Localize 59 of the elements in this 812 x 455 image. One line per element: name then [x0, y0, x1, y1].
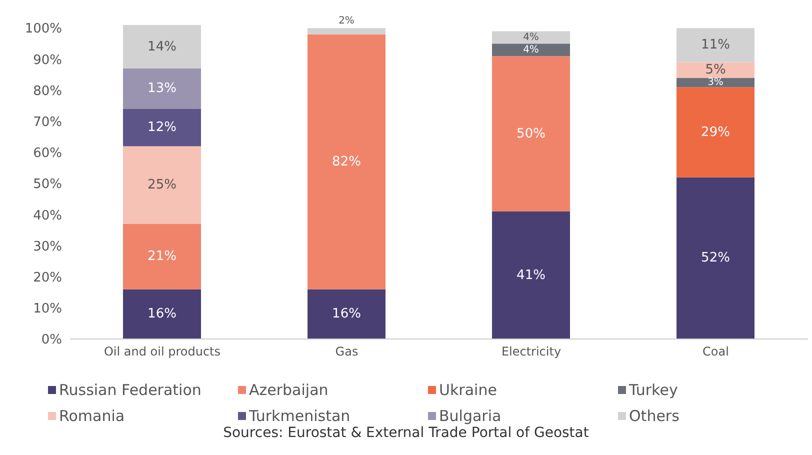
bar: [676, 28, 754, 62]
data-label: 16%: [332, 306, 361, 322]
bar: [123, 25, 201, 69]
bar: [123, 108, 201, 146]
bar: [492, 212, 570, 339]
bar: [676, 62, 754, 78]
source-note: Sources: Eurostat & External Trade Portal of Geostat: [222, 425, 590, 441]
y-tick-label: 80%: [33, 84, 62, 99]
bar: [308, 28, 386, 34]
legend-label: Others: [629, 407, 680, 425]
data-label: 13%: [148, 81, 176, 96]
data-label: 5%: [705, 62, 726, 78]
data-label: 50%: [516, 126, 546, 142]
bar: [676, 87, 754, 178]
legend-label: Romania: [59, 407, 125, 425]
x-tick-label: Gas: [335, 344, 358, 359]
legend-label: Azerbaijan: [249, 381, 328, 399]
x-tick-label: Oil and oil products: [104, 344, 221, 359]
bar: [308, 34, 386, 290]
data-label: 29%: [701, 124, 730, 140]
data-label: 11%: [701, 38, 730, 53]
data-label: 52%: [701, 250, 730, 266]
data-label: 2%: [338, 16, 354, 27]
data-label: 12%: [148, 120, 176, 136]
legend-label: Turkey: [629, 381, 678, 399]
legend-label: Turkmenistan: [249, 407, 350, 425]
y-tick-label: 60%: [33, 146, 62, 162]
bar: [123, 289, 201, 339]
data-label: 4%: [523, 44, 539, 56]
y-tick-label: 20%: [33, 270, 62, 286]
data-label: 14%: [148, 39, 176, 54]
bar: [492, 56, 570, 212]
x-tick-label: Coal: [702, 344, 729, 359]
y-tick-label: 70%: [33, 114, 62, 130]
bar: [123, 146, 201, 224]
data-label: 16%: [148, 306, 176, 322]
data-label: 21%: [148, 249, 176, 264]
y-tick-label: 40%: [33, 208, 62, 224]
bar: [308, 289, 386, 339]
bar: [123, 68, 201, 109]
bar: [492, 44, 570, 56]
legend-label: Ukraine: [439, 381, 497, 399]
bar: [123, 224, 201, 290]
legend-label: Russian Federation: [59, 381, 202, 399]
y-tick-label: 90%: [33, 52, 62, 68]
y-tick-label: 30%: [33, 239, 62, 254]
data-label: 82%: [332, 154, 361, 170]
data-label: 4%: [523, 32, 539, 43]
x-tick-label: Electricity: [501, 344, 562, 359]
y-tick-label: 100%: [24, 22, 62, 37]
y-tick-label: 0%: [41, 332, 62, 348]
data-label: 25%: [148, 178, 176, 193]
bar: [492, 31, 570, 44]
bar: [676, 177, 754, 339]
y-tick-label: 10%: [33, 302, 62, 317]
y-tick-label: 50%: [33, 177, 62, 192]
data-label: 41%: [516, 268, 546, 283]
legend-label: Bulgaria: [439, 407, 502, 425]
data-label: 3%: [708, 77, 724, 88]
